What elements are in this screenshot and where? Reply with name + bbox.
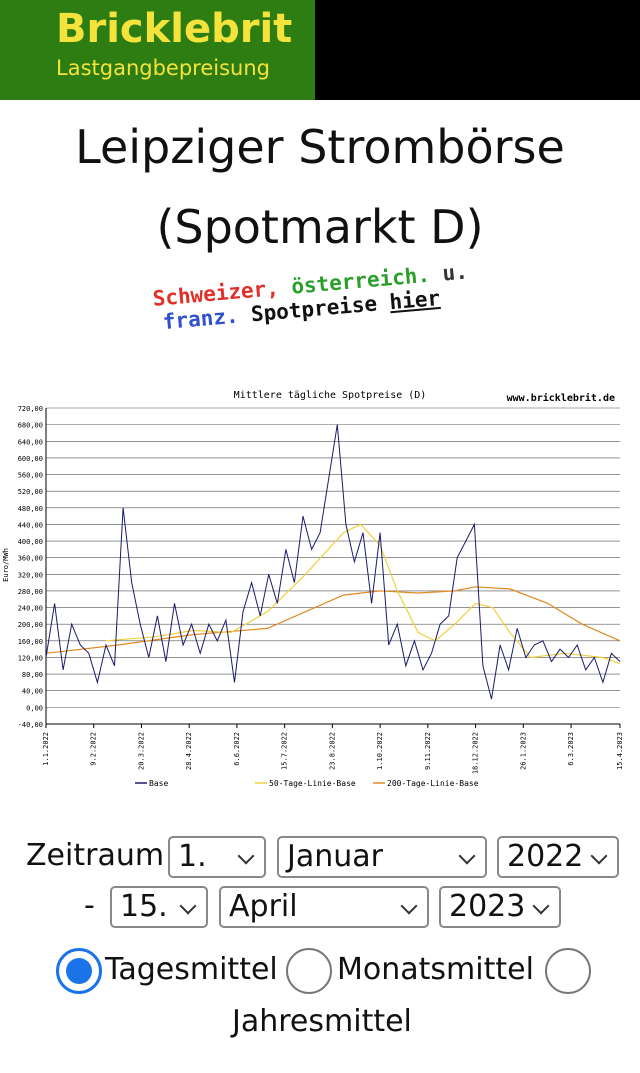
y-tick-label: 200,00 <box>18 621 43 629</box>
from-month[interactable]: Januar <box>277 836 487 878</box>
to-year[interactable]: 2023 <box>439 886 561 928</box>
y-tick-label: 640,00 <box>18 438 43 446</box>
y-tick-label: 560,00 <box>18 472 43 480</box>
link-word: u. <box>441 259 469 286</box>
y-tick-label: 520,00 <box>18 488 43 496</box>
y-tick-label: 240,00 <box>18 605 43 613</box>
link-image[interactable]: Schweizer, österreich. u. franz. Spotpre… <box>152 257 499 376</box>
y-tick-label: 80,00 <box>22 671 43 679</box>
line-series <box>45 586 621 654</box>
title-line: (Spotmarkt D) <box>156 200 484 254</box>
x-tick-label: 26.1.2023 <box>519 732 527 770</box>
x-tick-label: 9.11.2022 <box>424 732 432 770</box>
from-day[interactable]: 1. <box>168 836 266 878</box>
logo[interactable]: Bricklebrit Lastgangbepreisung <box>0 0 315 100</box>
radio-label: Jahresmittel <box>232 1004 412 1039</box>
page-title: Leipziger Strombörse (Spotmarkt D) <box>0 120 640 254</box>
period-label: Zeitraum <box>26 838 165 873</box>
line-series <box>45 424 621 700</box>
y-tick-label: 680,00 <box>18 422 43 430</box>
x-tick-label: 18.12.2022 <box>472 732 480 774</box>
chart-source: www.bricklebrit.de <box>507 392 615 404</box>
y-tick-label: 480,00 <box>18 505 43 513</box>
x-tick-label: 6.3.2023 <box>567 732 575 766</box>
x-tick-label: 6.6.2022 <box>233 732 241 766</box>
radio-monthly[interactable] <box>286 948 332 994</box>
logo-subtitle: Lastgangbepreisung <box>56 56 270 80</box>
y-tick-label: 440,00 <box>18 521 43 529</box>
to-day[interactable]: 15. <box>110 886 208 928</box>
y-tick-label: -40,00 <box>18 721 43 729</box>
y-tick-label: 600,00 <box>18 455 43 463</box>
chart-title: Mittlere tägliche Spotpreise (D) <box>234 390 427 401</box>
dash: - <box>84 888 95 923</box>
y-tick-label: 40,00 <box>22 688 43 696</box>
y-tick-label: 160,00 <box>18 638 43 646</box>
x-tick-label: 23.8.2022 <box>328 732 336 770</box>
y-tick-label: 720,00 <box>18 405 43 413</box>
radio-daily[interactable] <box>56 948 102 994</box>
y-tick-label: 320,00 <box>18 571 43 579</box>
y-tick-label: 360,00 <box>18 555 43 563</box>
y-axis-label: Euro/MWh <box>2 548 10 582</box>
radio-label: Tagesmittel <box>105 952 278 987</box>
logo-title: Bricklebrit <box>56 6 293 52</box>
radio-yearly[interactable] <box>545 948 591 994</box>
x-tick-label: 15.4.2023 <box>616 732 624 770</box>
x-tick-label: 15.7.2022 <box>281 732 289 770</box>
link-word: hier <box>388 285 442 315</box>
legend-label: Base <box>149 779 168 788</box>
x-tick-label: 1.1.2022 <box>42 732 50 766</box>
y-tick-label: 280,00 <box>18 588 43 596</box>
to-month[interactable]: April <box>219 886 429 928</box>
title-line: Leipziger Strombörse <box>75 120 565 174</box>
radio-label: Monatsmittel <box>337 952 534 987</box>
line-series <box>105 523 621 665</box>
legend-label: 50-Tage-Linie-Base <box>269 779 356 788</box>
y-tick-label: 400,00 <box>18 538 43 546</box>
x-tick-label: 28.4.2022 <box>185 732 193 770</box>
y-tick-label: 0,00 <box>26 704 43 712</box>
from-year[interactable]: 2022 <box>497 836 619 878</box>
x-tick-label: 1.10.2022 <box>376 732 384 770</box>
chart: Mittlere tägliche Spotpreise (D) www.bri… <box>2 390 624 788</box>
x-tick-label: 9.2.2022 <box>90 732 98 766</box>
x-tick-label: 20.3.2022 <box>137 732 145 770</box>
y-tick-label: 120,00 <box>18 654 43 662</box>
legend-label: 200-Tage-Linie-Base <box>387 779 479 788</box>
link-word: franz. <box>161 303 240 335</box>
